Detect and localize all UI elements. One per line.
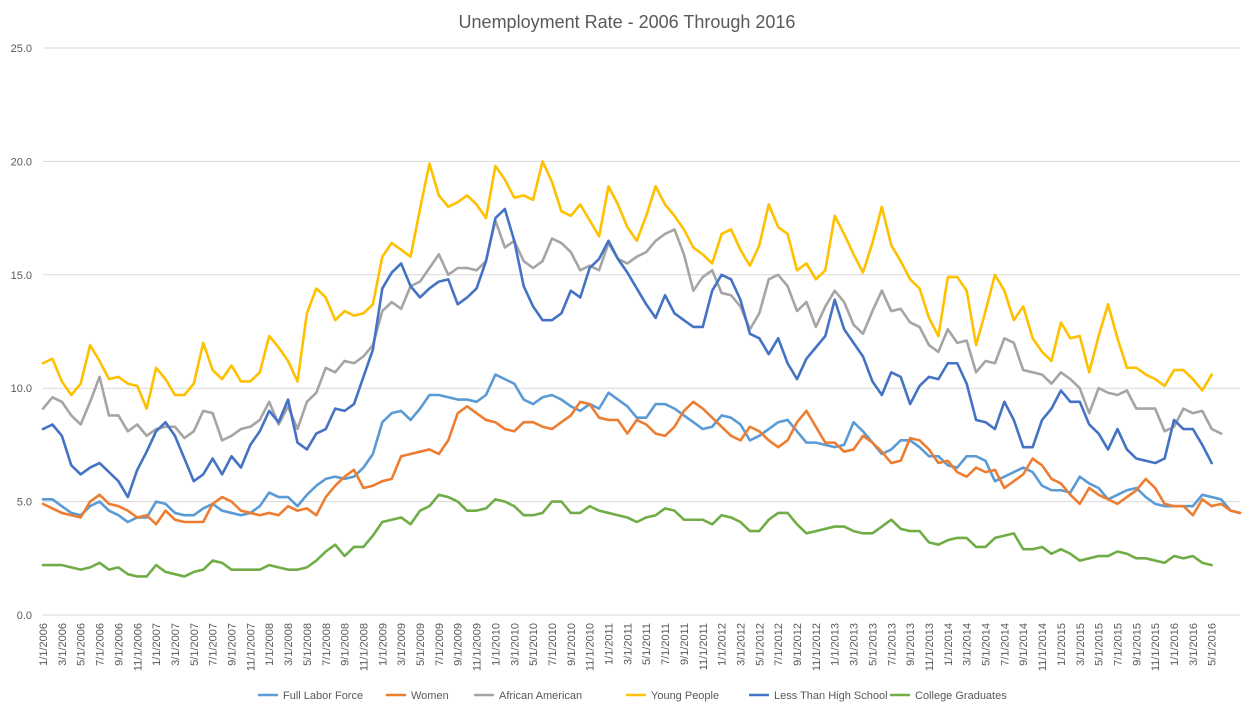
x-tick-label: 9/1/2008: [340, 623, 352, 666]
x-tick-label: 9/1/2006: [113, 623, 125, 666]
legend-label: Full Labor Force: [283, 690, 363, 702]
legend-item: Less Than High School: [749, 690, 888, 702]
x-tick-label: 5/1/2007: [189, 623, 201, 666]
gridlines: [43, 47, 1240, 616]
x-tick-label: 1/1/2007: [151, 623, 163, 666]
x-tick-label: 1/1/2012: [717, 623, 729, 666]
x-tick-label: 11/1/2008: [358, 623, 370, 671]
x-tick-label: 3/1/2009: [396, 623, 408, 666]
x-tick-label: 9/1/2014: [1018, 623, 1030, 666]
x-tick-label: 5/1/2014: [981, 623, 993, 666]
legend-item: African American: [474, 690, 582, 702]
x-tick-label: 7/1/2015: [1112, 623, 1124, 666]
x-tick-label: 3/1/2014: [962, 623, 974, 666]
x-tick-label: 9/1/2013: [905, 623, 917, 666]
x-tick-label: 11/1/2011: [698, 623, 710, 670]
x-tick-label: 11/1/2009: [472, 623, 484, 671]
x-tick-label: 1/1/2015: [1056, 623, 1068, 666]
y-tick-label: 10.0: [11, 383, 32, 395]
x-tick-label: 7/1/2014: [999, 623, 1011, 666]
x-tick-label: 5/1/2015: [1094, 623, 1106, 666]
legend-label: Women: [411, 690, 449, 702]
x-tick-label: 1/1/2009: [377, 623, 389, 666]
x-tick-label: 11/1/2014: [1037, 623, 1049, 671]
x-tick-label: 5/1/2008: [302, 623, 314, 666]
x-tick-label: 11/1/2015: [1150, 623, 1162, 671]
x-tick-label: 9/1/2011: [679, 623, 691, 665]
y-tick-label: 15.0: [11, 270, 32, 282]
y-tick-label: 0.0: [17, 610, 32, 622]
series-line-full-labor-force: [41, 373, 1242, 524]
series-line-college-graduates: [41, 493, 1214, 578]
x-tick-label: 9/1/2012: [792, 623, 804, 666]
x-tick-label: 11/1/2013: [924, 623, 936, 671]
y-tick-label: 25.0: [11, 43, 32, 55]
legend: Full Labor Force Women African American You…: [258, 690, 1007, 702]
series-line-african-american: [41, 219, 1223, 442]
legend-label: College Graduates: [915, 690, 1007, 702]
x-tick-label: 1/1/2016: [1169, 623, 1181, 666]
x-tick-label: 5/1/2009: [415, 623, 427, 666]
legend-label: African American: [499, 690, 582, 702]
x-tick-label: 11/1/2007: [245, 623, 257, 671]
x-tick-label: 3/1/2016: [1188, 623, 1200, 666]
x-axis-ticks: 1/1/2006 3/1/2006 5/1/2006 7/1/2006 9/1/2006…: [38, 623, 1219, 671]
y-axis-ticks: 0.0 5.0 10.0 15.0 20.0 25.0: [11, 43, 32, 622]
x-tick-label: 9/1/2009: [453, 623, 465, 666]
x-tick-label: 7/1/2006: [95, 623, 107, 666]
legend-label: Young People: [651, 690, 719, 702]
x-tick-label: 9/1/2015: [1131, 623, 1143, 666]
series-lines: [41, 160, 1242, 578]
x-tick-label: 3/1/2008: [283, 623, 295, 666]
y-tick-label: 5.0: [17, 497, 32, 509]
x-tick-label: 3/1/2013: [849, 623, 861, 666]
x-tick-label: 7/1/2011: [660, 623, 672, 665]
legend-item: Women: [386, 690, 449, 702]
series-line-young-people: [41, 160, 1214, 410]
x-tick-label: 1/1/2010: [490, 623, 502, 666]
x-tick-label: 7/1/2008: [321, 623, 333, 666]
y-tick-label: 20.0: [11, 156, 32, 168]
x-tick-label: 1/1/2006: [38, 623, 50, 666]
x-tick-label: 7/1/2009: [434, 623, 446, 666]
x-tick-label: 11/1/2012: [811, 623, 823, 671]
x-tick-label: 3/1/2006: [57, 623, 69, 666]
x-tick-label: 9/1/2007: [227, 623, 239, 666]
chart-title: Unemployment Rate - 2006 Through 2016: [459, 12, 796, 32]
x-tick-label: 5/1/2006: [76, 623, 88, 666]
x-tick-label: 1/1/2008: [264, 623, 276, 666]
x-tick-label: 1/1/2013: [830, 623, 842, 666]
x-tick-label: 5/1/2011: [641, 623, 653, 665]
x-tick-label: 7/1/2010: [547, 623, 559, 666]
x-tick-label: 7/1/2012: [773, 623, 785, 666]
x-tick-label: 11/1/2006: [132, 623, 144, 671]
series-line-women: [41, 400, 1242, 526]
x-tick-label: 5/1/2012: [754, 623, 766, 666]
legend-item: Full Labor Force: [258, 690, 363, 702]
x-tick-label: 1/1/2011: [604, 623, 616, 665]
x-tick-label: 3/1/2007: [170, 623, 182, 666]
x-tick-label: 3/1/2011: [622, 623, 634, 665]
x-tick-label: 5/1/2010: [528, 623, 540, 666]
x-tick-label: 3/1/2012: [735, 623, 747, 666]
x-tick-label: 3/1/2015: [1075, 623, 1087, 666]
legend-item: Young People: [626, 690, 719, 702]
x-tick-label: 5/1/2016: [1207, 623, 1219, 666]
x-tick-label: 1/1/2014: [943, 623, 955, 666]
x-tick-label: 7/1/2007: [208, 623, 220, 666]
legend-label: Less Than High School: [774, 690, 888, 702]
legend-item: College Graduates: [890, 690, 1007, 702]
x-tick-label: 5/1/2013: [867, 623, 879, 666]
x-tick-label: 9/1/2010: [566, 623, 578, 666]
x-tick-label: 11/1/2010: [585, 623, 597, 671]
series-line-less-than-high-school: [41, 207, 1214, 499]
x-tick-label: 7/1/2013: [886, 623, 898, 666]
x-tick-label: 3/1/2010: [509, 623, 521, 666]
